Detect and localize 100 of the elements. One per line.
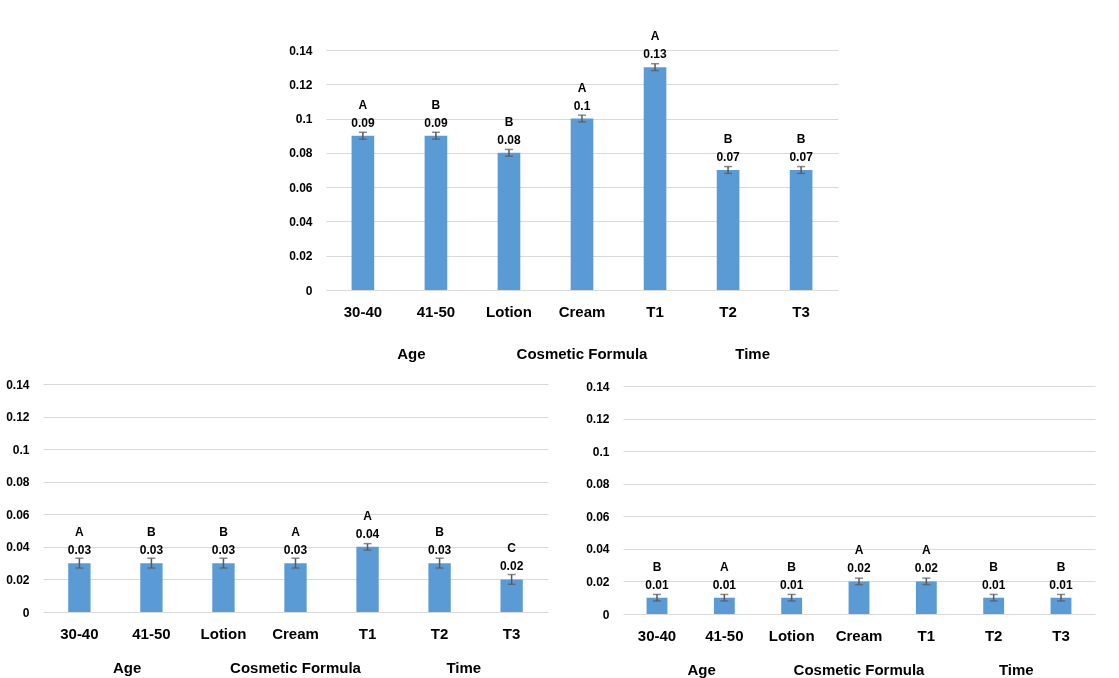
data-label: 0.07 xyxy=(789,150,814,164)
data-label: 0.1 xyxy=(573,98,591,113)
y-tick-label: 0.14 xyxy=(586,379,610,394)
bar xyxy=(356,546,379,612)
data-label: 0.09 xyxy=(351,115,375,130)
y-tick-label: 0 xyxy=(305,283,313,298)
bar xyxy=(570,118,594,290)
data-label: 0.03 xyxy=(427,543,452,558)
y-tick-label: 0.08 xyxy=(586,477,610,492)
annotation: A xyxy=(720,559,729,574)
y-tick-label: 0.06 xyxy=(6,507,30,522)
text: Time xyxy=(446,659,482,676)
text: Age xyxy=(112,659,142,676)
bar xyxy=(284,563,307,612)
x-tick-label: T3 xyxy=(1052,626,1070,644)
data-label: 0.02 xyxy=(499,559,524,574)
y-tick-label: 0.04 xyxy=(289,214,313,229)
annotation: B xyxy=(1056,559,1066,574)
data-label: 0.03 xyxy=(139,543,164,558)
bar xyxy=(497,152,521,290)
y-tick-label: 0.02 xyxy=(289,249,313,264)
annotation: A xyxy=(358,97,368,112)
x-tick-label: T1 xyxy=(646,302,664,320)
y-tick-label: 0.04 xyxy=(586,542,610,557)
y-tick-label: 0.08 xyxy=(289,146,313,161)
y-tick-label: 0.06 xyxy=(289,180,313,195)
x-tick-label: T3 xyxy=(502,624,521,642)
annotation: B xyxy=(147,525,157,540)
bar xyxy=(351,135,375,290)
y-tick-label: 0.1 xyxy=(592,444,610,459)
x-tick-label: T1 xyxy=(917,626,936,644)
annotation: B xyxy=(435,525,445,540)
data-label: 0.02 xyxy=(847,561,871,576)
bar xyxy=(212,563,235,612)
annotation: B xyxy=(796,132,806,146)
x-tick-label: T1 xyxy=(358,624,377,642)
bar xyxy=(643,67,667,290)
bar xyxy=(140,563,163,612)
x-tick-label: T3 xyxy=(792,302,810,320)
x-tick-label: T2 xyxy=(984,626,1003,644)
y-tick-label: 0.12 xyxy=(6,410,30,425)
text: Cosmetic Formula xyxy=(516,345,649,362)
y-tick-label: 0.02 xyxy=(6,572,30,587)
annotation: C xyxy=(507,541,517,556)
text: Cosmetic Formula xyxy=(793,661,926,678)
y-tick-label: 0.02 xyxy=(586,574,610,589)
data-label: 0.08 xyxy=(497,132,521,147)
y-tick-label: 0.12 xyxy=(289,77,313,92)
y-tick-label: 0.08 xyxy=(6,475,30,490)
annotation: A xyxy=(854,543,864,558)
annotation: A xyxy=(577,80,587,95)
bar xyxy=(789,170,813,290)
x-tick-label: 30-40 xyxy=(637,626,677,644)
data-label: 0.01 xyxy=(981,577,1006,592)
x-tick-label: T2 xyxy=(719,302,737,320)
data-label: 0.07 xyxy=(716,150,741,164)
x-tick-label: Lotion xyxy=(486,302,532,320)
data-label: 0.03 xyxy=(283,543,308,558)
x-tick-label: Cream xyxy=(558,302,606,320)
x-tick-label: 41-50 xyxy=(705,626,744,644)
x-tick-label: 41-50 xyxy=(132,624,171,642)
annotation: B xyxy=(989,559,999,574)
data-label: 0.03 xyxy=(67,543,92,558)
x-tick-label: 41-50 xyxy=(416,302,456,320)
data-label: 0.01 xyxy=(712,577,737,592)
data-label: 0.01 xyxy=(1049,577,1073,592)
data-label: 0.01 xyxy=(645,577,669,592)
y-tick-label: 0 xyxy=(22,605,30,620)
data-label: 0.13 xyxy=(643,47,668,62)
y-tick-label: 0.04 xyxy=(6,540,30,555)
x-tick-label: 30-40 xyxy=(60,624,99,642)
y-tick-label: 0.12 xyxy=(586,412,610,427)
annotation: A xyxy=(922,543,931,558)
x-tick-label: Lotion xyxy=(768,626,815,644)
y-tick-label: 0.06 xyxy=(586,509,610,524)
annotation: A xyxy=(75,525,85,540)
data-label: 0.02 xyxy=(914,561,939,576)
x-tick-label: T2 xyxy=(430,624,449,642)
y-tick-label: 0.1 xyxy=(295,112,313,127)
bar xyxy=(500,579,523,612)
x-tick-label: 30-40 xyxy=(343,302,383,320)
annotation: B xyxy=(652,559,662,574)
text: Age xyxy=(687,661,716,678)
text: Time xyxy=(735,345,771,362)
data-label: 0.09 xyxy=(424,115,448,130)
y-tick-label: 0 xyxy=(602,607,610,622)
x-tick-label: Lotion xyxy=(200,624,247,642)
data-label: 0.03 xyxy=(211,543,236,558)
annotation: B xyxy=(787,559,797,574)
annotation: A xyxy=(650,29,660,44)
x-tick-label: Cream xyxy=(272,624,319,642)
annotation: B xyxy=(219,525,229,540)
bar xyxy=(428,563,451,612)
annotation: A xyxy=(363,508,373,523)
data-label: 0.01 xyxy=(779,577,804,592)
annotation: A xyxy=(291,525,301,540)
annotation: B xyxy=(504,114,514,129)
text: Time xyxy=(998,661,1034,678)
y-tick-label: 0.1 xyxy=(12,442,30,457)
bar xyxy=(68,563,91,612)
